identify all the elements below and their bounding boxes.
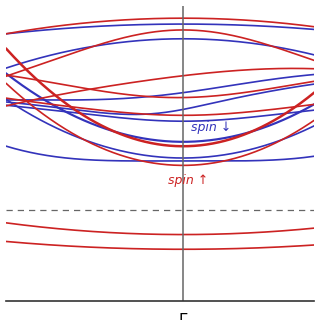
Text: spin ↑: spin ↑ xyxy=(168,173,208,187)
Text: Γ: Γ xyxy=(179,313,187,320)
Text: spin ↓: spin ↓ xyxy=(191,121,231,134)
